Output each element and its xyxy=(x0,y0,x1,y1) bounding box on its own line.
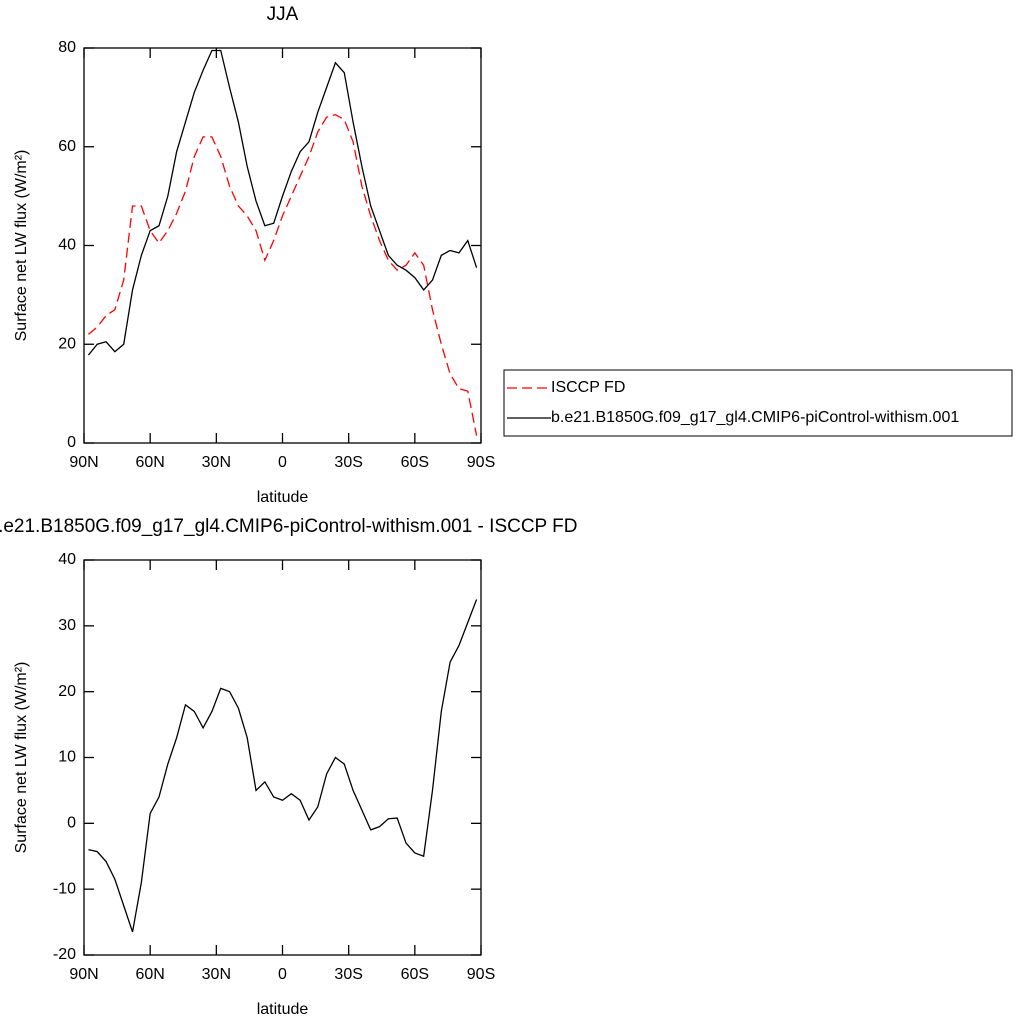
y-tick-label: 10 xyxy=(58,749,76,766)
y-tick-label: 80 xyxy=(58,39,76,56)
y-axis-label: Surface net LW flux (W/m²) xyxy=(13,662,30,854)
x-tick-label: 60N xyxy=(135,454,164,471)
x-tick-label: 30N xyxy=(202,454,231,471)
legend-label: ISCCP FD xyxy=(551,379,625,396)
x-tick-label: 0 xyxy=(278,454,287,471)
chart-title: JJA xyxy=(267,4,299,25)
data-line xyxy=(87,49,478,356)
plot-frame xyxy=(83,559,482,956)
x-tick-label: 90N xyxy=(69,966,98,983)
y-tick-label: -10 xyxy=(53,880,76,897)
x-tick-label: 60S xyxy=(401,454,429,471)
data-line xyxy=(87,113,478,436)
x-tick-label: 90S xyxy=(467,454,495,471)
chart-title: b.e21.B1850G.f09_g17_gl4.CMIP6-piControl… xyxy=(0,516,578,537)
legend-label: b.e21.B1850G.f09_g17_gl4.CMIP6-piControl… xyxy=(551,409,959,426)
y-tick-label: 0 xyxy=(67,815,76,832)
y-tick-label: 40 xyxy=(58,237,76,254)
y-tick-label: 20 xyxy=(58,683,76,700)
y-tick-label: 60 xyxy=(58,138,76,155)
y-tick-label: 40 xyxy=(58,551,76,568)
y-tick-label: 30 xyxy=(58,617,76,634)
x-tick-label: 60N xyxy=(135,966,164,983)
x-axis-label: latitude xyxy=(257,1001,309,1018)
y-axis-label: Surface net LW flux (W/m²) xyxy=(13,150,30,342)
y-tick-label: 0 xyxy=(67,434,76,451)
data-line xyxy=(88,599,478,933)
x-tick-label: 60S xyxy=(401,966,429,983)
y-tick-label: 20 xyxy=(58,335,76,352)
x-tick-label: 30N xyxy=(202,966,231,983)
plot-frame xyxy=(83,47,482,444)
x-tick-label: 0 xyxy=(278,966,287,983)
x-tick-label: 90S xyxy=(467,966,495,983)
legend-box xyxy=(503,369,1013,437)
x-tick-label: 30S xyxy=(334,454,362,471)
x-tick-label: 90N xyxy=(69,454,98,471)
x-tick-label: 30S xyxy=(334,966,362,983)
y-tick-label: -20 xyxy=(53,946,76,963)
x-axis-label: latitude xyxy=(257,489,309,506)
